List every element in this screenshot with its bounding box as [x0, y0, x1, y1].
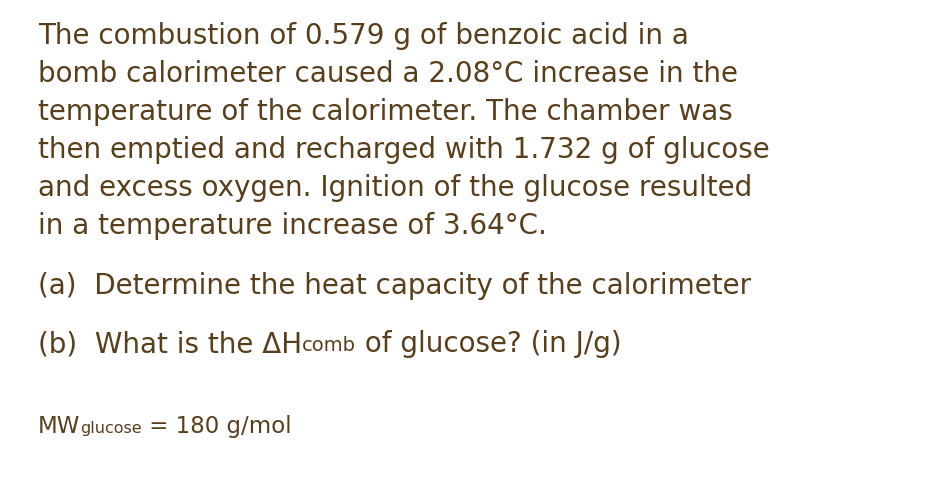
Text: temperature of the calorimeter. The chamber was: temperature of the calorimeter. The cham…	[38, 98, 733, 126]
Text: = 180 g/mol: = 180 g/mol	[142, 414, 292, 437]
Text: in a temperature increase of 3.64°C.: in a temperature increase of 3.64°C.	[38, 212, 547, 240]
Text: then emptied and recharged with 1.732 g of glucose: then emptied and recharged with 1.732 g …	[38, 136, 770, 164]
Text: glucose: glucose	[80, 420, 142, 435]
Text: (a)  Determine the heat capacity of the calorimeter: (a) Determine the heat capacity of the c…	[38, 271, 751, 300]
Text: and excess oxygen. Ignition of the glucose resulted: and excess oxygen. Ignition of the gluco…	[38, 174, 752, 202]
Text: of glucose? (in J/g): of glucose? (in J/g)	[356, 329, 622, 357]
Text: The combustion of 0.579 g of benzoic acid in a: The combustion of 0.579 g of benzoic aci…	[38, 22, 689, 50]
Text: MW: MW	[38, 414, 80, 437]
Text: (b)  What is the ΔH: (b) What is the ΔH	[38, 329, 302, 357]
Text: bomb calorimeter caused a 2.08°C increase in the: bomb calorimeter caused a 2.08°C increas…	[38, 60, 738, 88]
Text: comb: comb	[302, 336, 356, 354]
